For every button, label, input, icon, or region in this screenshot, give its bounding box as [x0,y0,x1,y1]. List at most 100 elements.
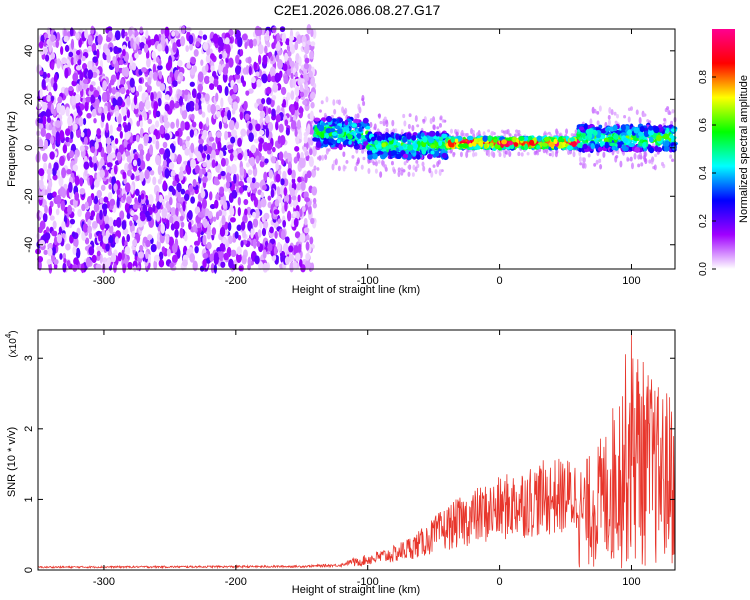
spectrogram-halo-cell [465,133,469,137]
spectrogram-noise-cell [238,147,242,153]
spectrogram-noise-cell [213,78,219,88]
spectrogram-noise-cell [170,169,176,177]
spectrogram-noise-cell [206,229,212,240]
spectrogram-noise-cell [306,170,312,179]
spectrogram-ytick-label: 20 [23,93,35,105]
spectrogram-noise-cell [267,195,272,201]
spectrogram-noise-cell [205,54,211,64]
spectrogram-halo-cell [633,152,637,160]
spectrogram-noise-cell [137,84,143,93]
spectrogram-noise-cell [262,184,267,191]
spectrogram-noise-cell [126,109,131,119]
spectrogram-noise-cell [58,226,63,234]
spectrogram-noise-cell [152,71,158,81]
spectrogram-noise-cell [155,191,160,202]
spectrogram-noise-cell [231,94,237,100]
spectrogram-noise-cell [132,134,137,142]
spectrogram-noise-cell [150,91,154,102]
spectrogram-noise-cell [177,75,181,82]
spectrogram-noise-cell [282,63,288,72]
spectrogram-noise-cell [237,234,242,241]
spectrogram-halo-cell [414,115,418,122]
spectrogram-halo-cell [373,123,377,131]
spectrogram-noise-cell [121,105,127,117]
spectrogram-signal-cell [442,133,448,138]
spectrogram-noise-cell [88,246,95,256]
spectrogram-noise-cell [110,252,117,263]
spectrogram-noise-cell [72,245,77,256]
spectrogram-noise-cell [309,148,313,156]
spectrogram-halo-cell [379,171,383,178]
spectrogram-noise-cell [284,201,288,212]
spectrogram-halo-cell [602,151,606,158]
spectrogram-signal-cell [590,143,595,150]
snr-xtick-label: 0 [497,576,503,588]
spectrogram-noise-cell [301,205,306,213]
spectrogram-noise-cell [205,117,210,127]
spectrogram-noise-cell [130,210,135,217]
spectrogram-halo-cell [593,162,597,167]
spectrogram-noise-cell [138,101,145,111]
spectrogram-noise-cell [264,158,269,164]
spectrogram-signal-cell [524,143,528,151]
spectrogram-noise-cell [211,149,216,159]
spectrogram-noise-cell [72,237,79,248]
colorbar-tick-label: 0.8 [698,70,709,84]
spectrogram-noise-cell [218,120,223,130]
spectrogram-noise-cell [121,236,126,247]
spectrogram-noise-cell [258,130,265,136]
spectrogram-noise-cell [101,91,108,103]
spectrogram-noise-cell [287,51,292,57]
spectrogram-noise-cell [201,167,206,175]
spectrogram-halo-cell [407,165,411,169]
spectrogram-noise-cell [126,213,131,220]
spectrogram-signal-cell [633,127,639,134]
spectrogram-signal-cell [430,150,435,155]
spectrogram-noise-cell [130,37,134,49]
spectrogram-noise-cell [97,106,102,114]
spectrogram-noise-cell [231,189,238,199]
spectrogram-noise-cell [197,71,204,83]
spectrogram-halo-cell [551,150,555,158]
spectrogram-halo-cell [666,106,670,111]
spectrogram-ylabel: Frequency (Hz) [6,111,18,187]
spectrogram-noise-cell [66,168,72,175]
spectrogram-noise-cell [124,131,131,141]
spectrogram-halo-cell [449,128,453,134]
spectrogram-noise-cell [60,200,66,211]
spectrogram-noise-cell [303,62,310,70]
spectrogram-noise-cell [229,153,234,162]
spectrogram-noise-cell [198,121,203,130]
spectrogram-signal-cell [566,145,573,151]
spectrogram-halo-cell [439,115,443,120]
spectrogram-halo-cell [374,168,378,174]
spectrogram-noise-cell [307,205,312,215]
spectrogram-noise-cell [101,203,108,210]
spectrogram-noise-cell [185,45,190,52]
spectrogram-noise-cell [51,246,56,256]
spectrogram-signal-cell [578,126,584,131]
spectrogram-halo-cell [334,158,338,166]
spectrogram-signal-cell [637,131,644,137]
spectrogram-noise-cell [99,253,103,264]
spectrogram-noise-cell [137,49,142,55]
spectrogram-noise-cell [267,121,274,132]
spectrogram-noise-cell [53,73,58,84]
spectrogram-halo-cell [623,115,627,119]
spectrogram-noise-cell [241,33,248,41]
spectrogram-noise-cell [39,179,44,190]
spectrogram-signal-cell [416,154,421,160]
spectrogram-noise-cell [239,166,245,176]
spectrogram-halo-cell [506,128,510,135]
spectrogram-noise-cell [260,155,265,162]
spectrogram-halo-cell [313,165,317,171]
spectrogram-halo-cell [642,113,646,118]
spectrogram-noise-cell [189,68,196,76]
spectrogram-signal-cell [381,134,386,141]
spectrogram-halo-cell [393,168,397,174]
spectrogram-noise-cell [169,71,174,78]
spectrogram-halo-cell [630,162,634,170]
spectrogram-noise-cell [223,252,229,261]
spectrogram-noise-cell [83,136,89,145]
spectrogram-noise-cell [169,262,174,269]
